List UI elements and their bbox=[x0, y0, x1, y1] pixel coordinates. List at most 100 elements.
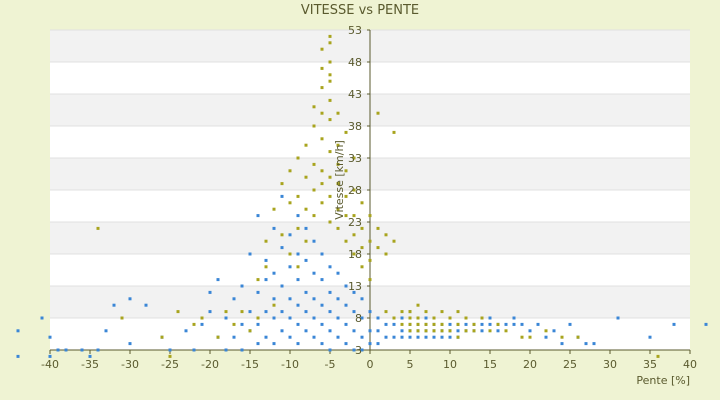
data-point-series-2 bbox=[312, 105, 316, 109]
data-point-series-1 bbox=[272, 226, 276, 230]
data-point-series-1 bbox=[544, 335, 548, 339]
data-point-series-2 bbox=[384, 233, 388, 237]
data-point-series-2 bbox=[496, 322, 500, 326]
tick-labels: -40 -35 -30 -25 -20 -15 -10 -5 0 5 10 15 20 25 30 35 40 3… bbox=[41, 24, 697, 371]
data-point-series-1 bbox=[368, 329, 372, 333]
data-point-series-1 bbox=[568, 322, 572, 326]
data-point-series-1 bbox=[336, 316, 340, 320]
data-point-series-1 bbox=[328, 348, 332, 352]
data-point-series-1 bbox=[312, 297, 316, 301]
data-point-series-1 bbox=[320, 252, 324, 256]
data-point-series-2 bbox=[168, 354, 172, 358]
data-point-series-1 bbox=[288, 233, 292, 237]
data-point-series-1 bbox=[368, 342, 372, 346]
data-point-series-1 bbox=[296, 214, 300, 218]
data-point-series-2 bbox=[416, 322, 420, 326]
data-point-series-1 bbox=[648, 335, 652, 339]
data-point-series-1 bbox=[360, 316, 364, 320]
data-point-series-2 bbox=[320, 86, 324, 90]
data-point-series-1 bbox=[16, 354, 20, 358]
data-point-series-1 bbox=[128, 297, 132, 301]
data-point-series-2 bbox=[480, 316, 484, 320]
data-point-series-1 bbox=[240, 348, 244, 352]
data-point-series-1 bbox=[192, 348, 196, 352]
data-point-series-1 bbox=[384, 335, 388, 339]
data-point-series-2 bbox=[432, 322, 436, 326]
data-point-series-1 bbox=[440, 335, 444, 339]
data-point-series-2 bbox=[320, 169, 324, 173]
x-tick-label: -20 bbox=[201, 358, 219, 371]
data-point-series-1 bbox=[208, 310, 212, 314]
data-point-series-1 bbox=[432, 335, 436, 339]
data-point-series-1 bbox=[280, 329, 284, 333]
data-point-series-1 bbox=[368, 310, 372, 314]
data-point-series-1 bbox=[184, 329, 188, 333]
data-point-series-1 bbox=[352, 329, 356, 333]
axes bbox=[49, 29, 691, 354]
y-tick-label: 8 bbox=[355, 312, 362, 325]
data-point-series-2 bbox=[472, 322, 476, 326]
y-tick-label: 3 bbox=[355, 344, 362, 357]
data-point-series-2 bbox=[424, 310, 428, 314]
data-point-series-1 bbox=[232, 335, 236, 339]
data-point-series-2 bbox=[432, 316, 436, 320]
data-point-series-1 bbox=[496, 329, 500, 333]
data-point-series-2 bbox=[464, 316, 468, 320]
x-tick-label: -30 bbox=[121, 358, 139, 371]
data-point-series-1 bbox=[392, 335, 396, 339]
data-point-series-2 bbox=[400, 310, 404, 314]
y-tick-label: 38 bbox=[348, 120, 362, 133]
data-point-series-2 bbox=[328, 73, 332, 77]
data-point-series-1 bbox=[264, 258, 268, 262]
data-point-series-1 bbox=[304, 258, 308, 262]
data-point-series-2 bbox=[368, 239, 372, 243]
data-point-series-2 bbox=[544, 329, 548, 333]
data-point-series-2 bbox=[344, 194, 348, 198]
data-point-series-2 bbox=[384, 310, 388, 314]
y-tick-label: 18 bbox=[348, 248, 362, 261]
data-point-series-1 bbox=[488, 316, 492, 320]
data-point-series-1 bbox=[616, 316, 620, 320]
data-point-series-2 bbox=[352, 188, 356, 192]
data-point-series-1 bbox=[512, 322, 516, 326]
chart-title: VITESSE vs PENTE bbox=[301, 3, 419, 18]
data-point-series-2 bbox=[560, 335, 564, 339]
data-point-series-2 bbox=[272, 207, 276, 211]
data-point-series-1 bbox=[64, 348, 68, 352]
x-tick-label: -10 bbox=[281, 358, 299, 371]
x-tick-label: 40 bbox=[683, 358, 697, 371]
data-point-series-2 bbox=[416, 316, 420, 320]
data-point-series-1 bbox=[352, 310, 356, 314]
data-point-series-1 bbox=[200, 322, 204, 326]
data-point-series-2 bbox=[408, 329, 412, 333]
data-point-series-1 bbox=[272, 271, 276, 275]
data-point-series-1 bbox=[320, 278, 324, 282]
data-point-series-2 bbox=[320, 66, 324, 70]
data-point-series-1 bbox=[360, 348, 364, 352]
data-point-series-2 bbox=[456, 310, 460, 314]
data-point-series-1 bbox=[224, 316, 228, 320]
data-point-series-1 bbox=[376, 342, 380, 346]
data-point-series-1 bbox=[344, 303, 348, 307]
data-point-series-1 bbox=[312, 335, 316, 339]
data-point-series-2 bbox=[328, 34, 332, 38]
data-point-series-1 bbox=[552, 329, 556, 333]
data-point-series-1 bbox=[288, 297, 292, 301]
data-point-series-1 bbox=[168, 348, 172, 352]
data-point-series-1 bbox=[264, 310, 268, 314]
y-tick-label: 53 bbox=[348, 24, 362, 37]
data-point-series-2 bbox=[368, 214, 372, 218]
y-tick-label: 33 bbox=[348, 152, 362, 165]
data-point-series-1 bbox=[448, 335, 452, 339]
data-point-series-2 bbox=[424, 322, 428, 326]
data-point-series-2 bbox=[328, 194, 332, 198]
data-point-series-2 bbox=[424, 329, 428, 333]
x-tick-label: 5 bbox=[407, 358, 414, 371]
data-point-series-1 bbox=[400, 335, 404, 339]
data-point-series-2 bbox=[344, 130, 348, 134]
y-tick-label: 28 bbox=[348, 184, 362, 197]
data-point-series-1 bbox=[416, 335, 420, 339]
data-point-series-1 bbox=[584, 342, 588, 346]
data-point-series-1 bbox=[216, 278, 220, 282]
data-point-series-1 bbox=[240, 284, 244, 288]
